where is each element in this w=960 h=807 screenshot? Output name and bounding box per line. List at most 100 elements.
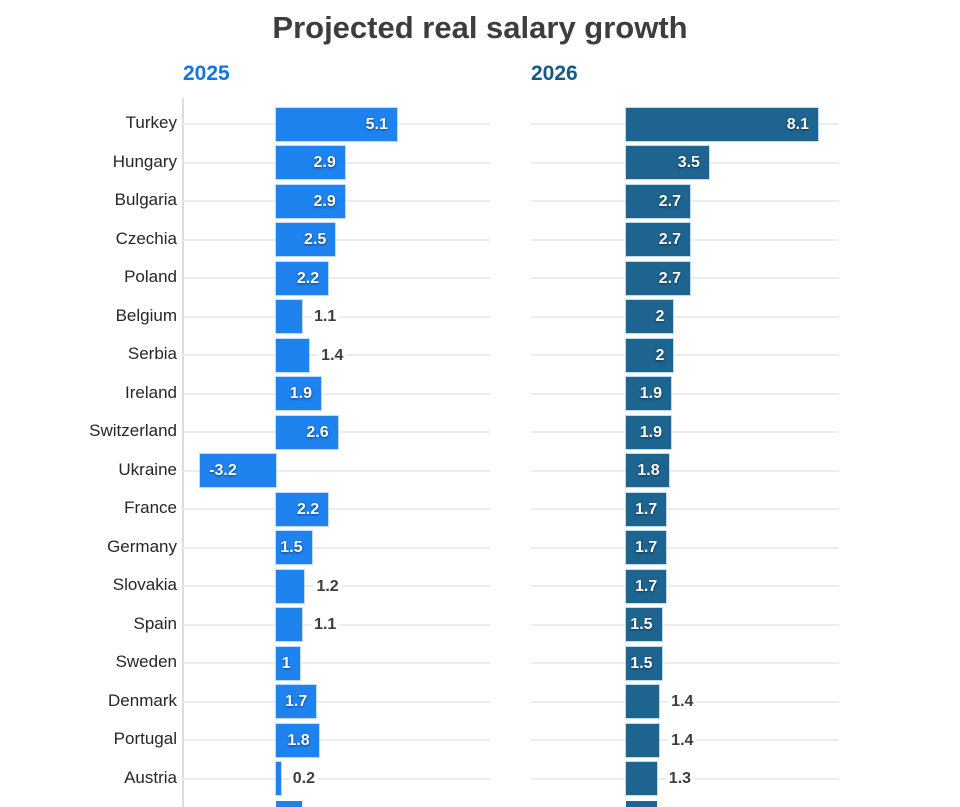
value-label-2026-ukraine: 1.8 bbox=[637, 462, 660, 479]
bar-2025-austria bbox=[276, 762, 281, 795]
bar-2025-germany bbox=[276, 531, 312, 564]
country-label-switzerland: Switzerland bbox=[89, 421, 177, 440]
bar-2026-bulgaria bbox=[626, 184, 690, 218]
value-label-2025-denmark: 1.7 bbox=[285, 693, 308, 710]
bar-2026-hungary bbox=[626, 146, 709, 179]
country-label-portugal: Portugal bbox=[113, 729, 177, 748]
value-label-2025-ukraine: -3.2 bbox=[209, 462, 237, 479]
value-label-2026-switzerland: 1.9 bbox=[639, 423, 663, 441]
gridline bbox=[531, 662, 839, 664]
value-label-2026-slovakia: 1.7 bbox=[635, 577, 658, 595]
country-label-ireland: Ireland bbox=[125, 382, 177, 402]
gridline bbox=[531, 623, 839, 626]
value-label-2025-austria: 0.2 bbox=[289, 762, 318, 795]
value-label-2026-hungary: 3.5 bbox=[677, 154, 700, 171]
bar-2026-denmark bbox=[626, 685, 660, 718]
value-label-2025-serbia: 1.4 bbox=[318, 338, 347, 372]
country-label-france: France bbox=[124, 498, 177, 517]
country-label-germany: Germany bbox=[107, 536, 177, 556]
value-label-2025-switzerland: 2.6 bbox=[306, 423, 329, 441]
bar-2025-belgium bbox=[276, 300, 303, 333]
bar-2026-spain bbox=[626, 608, 662, 641]
bar-2026-turkey bbox=[626, 107, 818, 141]
bar-2025-bulgaria bbox=[276, 184, 345, 218]
bar-2025-denmark bbox=[276, 685, 317, 718]
country-label-belgium: Belgium bbox=[115, 305, 177, 325]
bar-2025-czechia bbox=[276, 223, 336, 256]
bar-2025-switzerland bbox=[276, 415, 338, 449]
column-header-2026: 2026 bbox=[531, 62, 578, 85]
column-header-2025: 2025 bbox=[183, 62, 230, 85]
gridline bbox=[531, 469, 839, 472]
gridline bbox=[531, 546, 839, 549]
country-label-denmark: Denmark bbox=[108, 690, 177, 710]
value-label-2025-germany: 1.5 bbox=[280, 539, 303, 556]
gridline bbox=[531, 354, 839, 356]
value-label-2026-portugal: 1.4 bbox=[668, 723, 697, 757]
bar-2026-slovakia bbox=[626, 569, 667, 603]
bar-2026-czechia bbox=[626, 223, 690, 256]
country-label-serbia: Serbia bbox=[127, 344, 177, 363]
country-label-ukraine: Ukraine bbox=[118, 459, 177, 479]
bar-2025-slovakia bbox=[276, 569, 305, 603]
bar-2026-austria bbox=[626, 762, 657, 795]
bar-2025-portugal bbox=[276, 723, 319, 757]
bar-2026-belgium bbox=[626, 300, 674, 333]
bar-2026-germany bbox=[626, 531, 667, 564]
bar-2025-sweden bbox=[276, 646, 300, 680]
bar-2025-hungary bbox=[276, 146, 345, 179]
gridline bbox=[531, 585, 839, 587]
bar-2026-switzerland bbox=[626, 415, 672, 449]
bar-2025-france bbox=[276, 492, 329, 526]
gridline bbox=[183, 508, 490, 510]
gridline bbox=[183, 739, 490, 741]
country-label-slovakia: Slovakia bbox=[112, 575, 177, 594]
value-label-2026-denmark: 1.4 bbox=[668, 685, 697, 718]
bar-2026-portugal bbox=[626, 723, 660, 757]
bar-2026-ireland bbox=[626, 377, 672, 410]
value-label-2026-ireland: 1.9 bbox=[639, 385, 663, 402]
bar-2025-poland bbox=[276, 261, 329, 295]
gridline bbox=[183, 277, 490, 279]
gridline bbox=[183, 777, 490, 780]
value-label-2026-bulgaria: 2.7 bbox=[658, 192, 681, 210]
bar-2025-ukraine bbox=[200, 454, 276, 487]
value-label-2026-france: 1.7 bbox=[635, 500, 658, 518]
value-label-2025-france: 2.2 bbox=[296, 500, 320, 518]
value-label-2026-poland: 2.7 bbox=[658, 269, 681, 287]
bar-2025-turkey bbox=[276, 107, 397, 141]
y-axis-line bbox=[182, 98, 184, 807]
country-label-poland: Poland bbox=[124, 267, 177, 286]
gridline bbox=[531, 508, 839, 510]
country-label-austria: Austria bbox=[124, 767, 177, 787]
bar-2025-ireland bbox=[276, 377, 322, 410]
gridline bbox=[183, 700, 490, 703]
value-label-2025-czechia: 2.5 bbox=[304, 231, 327, 248]
gridline bbox=[183, 238, 490, 241]
gridline bbox=[183, 469, 490, 472]
bar-2026-poland bbox=[626, 261, 690, 295]
value-label-2026-turkey: 8.1 bbox=[786, 115, 809, 133]
value-label-2026-sweden: 1.5 bbox=[630, 654, 653, 672]
bar-2026-sweden bbox=[626, 646, 662, 680]
bar-2026-france bbox=[626, 492, 667, 526]
value-label-2025-ireland: 1.9 bbox=[289, 385, 313, 402]
value-label-2025-portugal: 1.8 bbox=[287, 731, 310, 749]
value-label-2026-belgium: 2 bbox=[655, 308, 665, 325]
bar-2026-ukraine bbox=[626, 454, 669, 487]
bar-2026-partial-row bbox=[626, 800, 657, 807]
country-label-czechia: Czechia bbox=[115, 228, 177, 248]
gridline bbox=[183, 392, 490, 395]
value-label-2025-slovakia: 1.2 bbox=[313, 569, 342, 603]
gridline bbox=[183, 546, 490, 549]
gridline bbox=[531, 392, 839, 395]
value-label-2025-sweden: 1 bbox=[281, 654, 291, 672]
value-label-2025-turkey: 5.1 bbox=[365, 115, 388, 133]
bar-2025-partial-row bbox=[276, 800, 303, 807]
value-label-2025-poland: 2.2 bbox=[296, 269, 320, 287]
bar-2026-serbia bbox=[626, 338, 674, 372]
gridline bbox=[183, 662, 490, 664]
gridline bbox=[531, 315, 839, 318]
gridline bbox=[531, 431, 839, 433]
chart-title: Projected real salary growth bbox=[272, 10, 688, 45]
